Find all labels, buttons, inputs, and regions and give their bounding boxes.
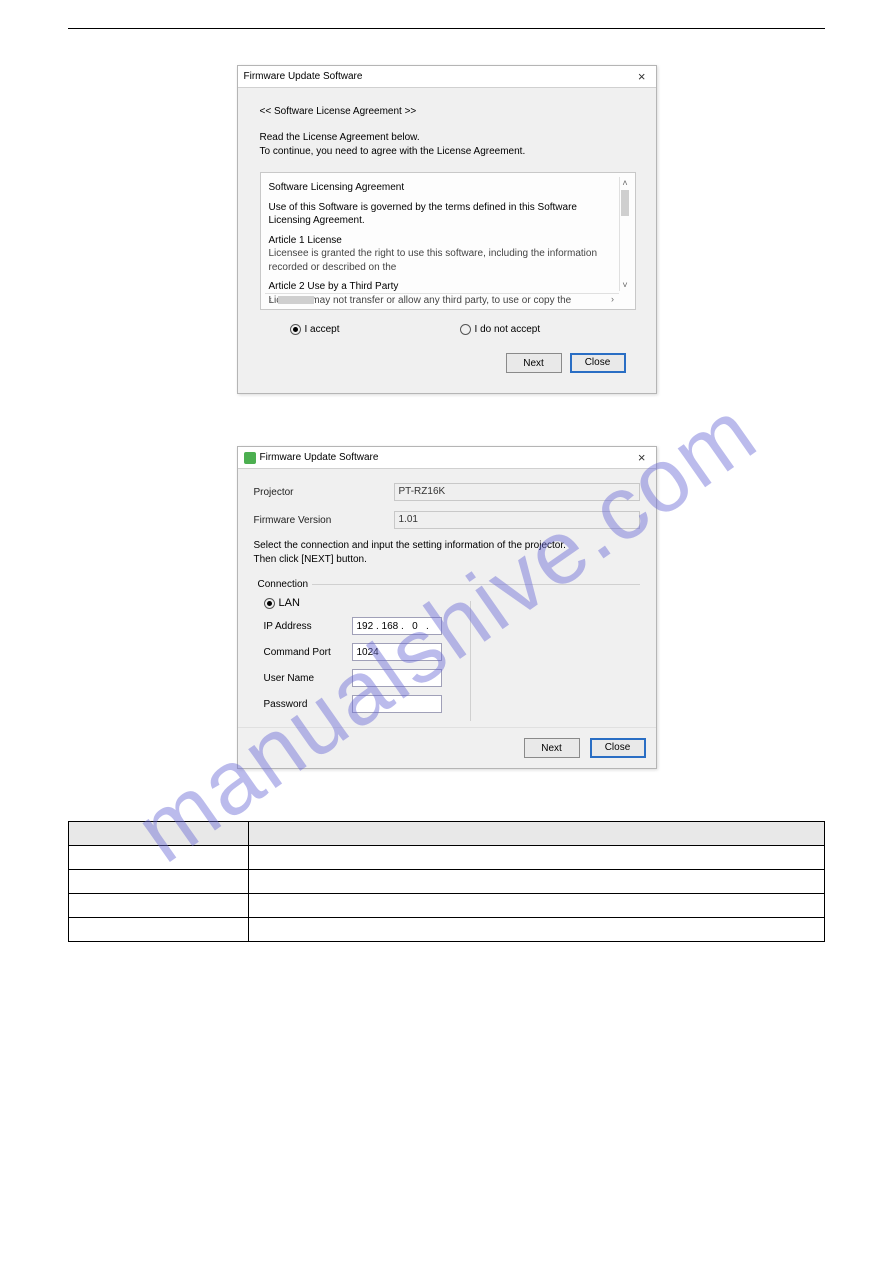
vertical-scrollbar[interactable]: ˄ ˅ (619, 177, 631, 291)
table-row (69, 846, 825, 870)
next-button[interactable]: Next (506, 353, 562, 373)
license-text-container: Software Licensing Agreement Use of this… (260, 172, 636, 310)
dialog1-title: Firmware Update Software (244, 71, 363, 82)
scroll-right-icon[interactable]: › (607, 295, 619, 305)
instr-line2: To continue, you need to agree with the … (260, 145, 636, 159)
d2-instr-line1: Select the connection and input the sett… (254, 539, 640, 553)
titlebar: Firmware Update Software × (238, 447, 656, 469)
username-input[interactable] (352, 669, 442, 687)
close-icon[interactable]: × (634, 450, 650, 465)
table-row (69, 894, 825, 918)
table-row (69, 870, 825, 894)
scroll-left-icon[interactable]: ‹ (265, 295, 277, 305)
scroll-up-icon[interactable]: ˄ (620, 177, 630, 189)
titlebar: Firmware Update Software × (238, 66, 656, 88)
document-page: Firmware Update Software × << Software L… (0, 0, 893, 982)
lic-heading: Software Licensing Agreement (269, 181, 615, 195)
connection-legend: Connection (254, 579, 313, 590)
not-accept-radio-option[interactable]: I do not accept (460, 324, 541, 335)
top-rule (68, 28, 825, 29)
table-row (69, 918, 825, 942)
command-port-input[interactable] (352, 643, 442, 661)
radio-unchecked-icon (460, 324, 471, 335)
license-instructions: Read the License Agreement below. To con… (260, 131, 636, 158)
table-header-col2 (249, 822, 825, 846)
connection-group: Connection LAN IP Address (254, 584, 640, 721)
license-subtitle: << Software License Agreement >> (260, 106, 636, 117)
projector-field: PT-RZ16K (394, 483, 640, 501)
vertical-divider (470, 601, 471, 721)
user-label: User Name (264, 673, 352, 684)
license-dialog: Firmware Update Software × << Software L… (237, 65, 657, 394)
lan-label: LAN (279, 597, 300, 609)
lic-art2-title: Article 2 Use by a Third Party (269, 280, 615, 294)
lic-art1-text: Licensee is granted the right to use thi… (269, 247, 615, 274)
info-table (68, 821, 825, 942)
not-accept-label: I do not accept (475, 324, 541, 335)
close-icon[interactable]: × (634, 69, 650, 84)
projector-label: Projector (254, 487, 394, 498)
radio-checked-icon (290, 324, 301, 335)
scroll-down-icon[interactable]: ˅ (620, 279, 630, 291)
fwver-field: 1.01 (394, 511, 640, 529)
lic-art1-title: Article 1 License (269, 234, 615, 248)
instr-line1: Read the License Agreement below. (260, 131, 636, 145)
port-label: Command Port (264, 647, 352, 658)
scroll-thumb[interactable] (621, 190, 629, 216)
close-button[interactable]: Close (570, 353, 626, 373)
license-text-scroll[interactable]: Software Licensing Agreement Use of this… (263, 175, 633, 307)
pass-label: Password (264, 699, 352, 710)
radio-checked-icon (264, 598, 275, 609)
lan-radio-option[interactable]: LAN (264, 597, 300, 609)
connection-instructions: Select the connection and input the sett… (254, 539, 640, 566)
lic-intro: Use of this Software is governed by the … (269, 201, 615, 228)
connection-dialog: Firmware Update Software × Projector PT-… (237, 446, 657, 769)
ip-address-input[interactable] (352, 617, 442, 635)
accept-label: I accept (305, 324, 340, 335)
app-icon (244, 452, 256, 464)
horizontal-scrollbar[interactable]: ‹ › (265, 293, 619, 305)
dialog2-title: Firmware Update Software (260, 452, 379, 463)
accept-radio-option[interactable]: I accept (290, 324, 340, 335)
next-button[interactable]: Next (524, 738, 580, 758)
table-header-row (69, 822, 825, 846)
ip-label: IP Address (264, 621, 352, 632)
close-button[interactable]: Close (590, 738, 646, 758)
fwver-label: Firmware Version (254, 515, 394, 526)
password-input[interactable] (352, 695, 442, 713)
hscroll-thumb[interactable] (278, 296, 314, 304)
d2-instr-line2: Then click [NEXT] button. (254, 553, 640, 567)
table-header-col1 (69, 822, 249, 846)
